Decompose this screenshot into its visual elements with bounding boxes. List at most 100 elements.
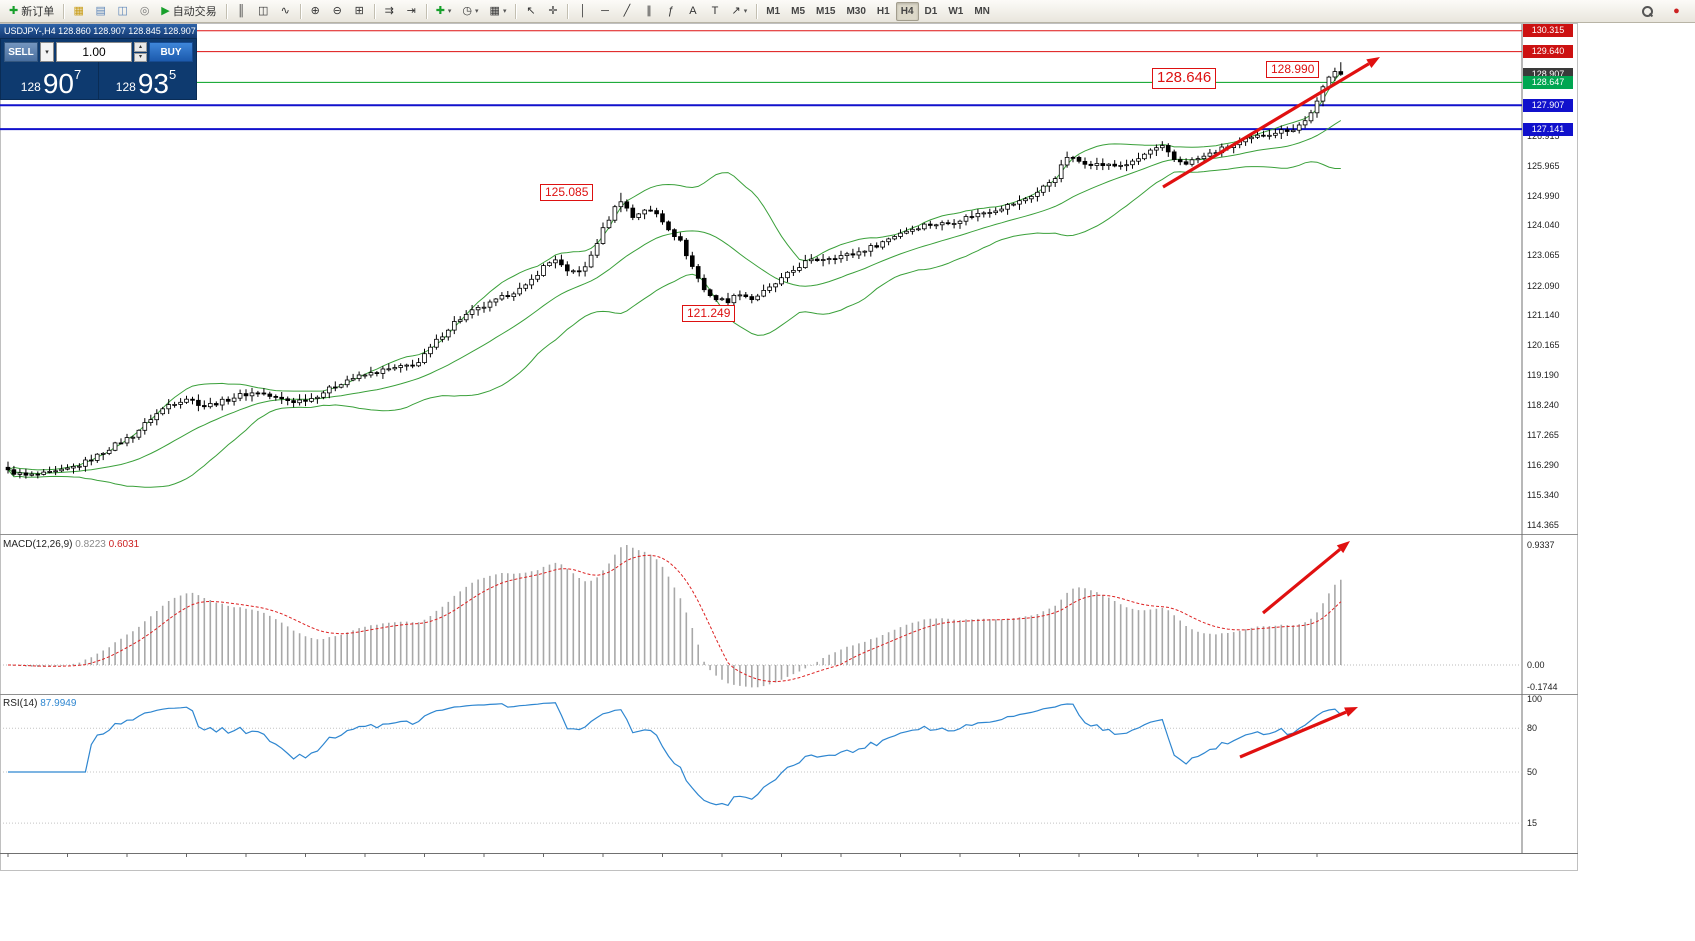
profiles-icon-glyph: ▤ bbox=[95, 4, 106, 17]
timeframe-m1-button[interactable]: M1 bbox=[766, 5, 781, 17]
buy-button[interactable]: BUY bbox=[149, 42, 193, 62]
toolbar-separator bbox=[567, 3, 569, 19]
toolbar-separator bbox=[756, 3, 758, 19]
zoom-out-button-glyph: ⊖ bbox=[332, 4, 342, 17]
auto-trading-button[interactable]: ▶ 自动交易 bbox=[156, 2, 221, 21]
new-chart-icon[interactable]: ▦ bbox=[68, 2, 89, 21]
one-click-trading-panel: SELL ▾ ▴ ▾ BUY 128 90 7 128 93 5 bbox=[0, 38, 197, 100]
toolbar-separator bbox=[299, 3, 301, 19]
toolbar-separator bbox=[63, 3, 65, 19]
crosshair-button-glyph: ✛ bbox=[548, 4, 558, 17]
channel-button[interactable]: ∥ bbox=[638, 2, 659, 21]
timeframe-w1-button[interactable]: W1 bbox=[948, 5, 964, 17]
trendline-button-glyph: ╱ bbox=[623, 4, 631, 17]
chart-shift-button-glyph: ⇥ bbox=[406, 4, 416, 17]
toolbar-separator bbox=[425, 3, 427, 19]
fibonacci-button[interactable]: ƒ bbox=[660, 2, 681, 21]
text-button[interactable]: A bbox=[682, 2, 703, 21]
cursor-button-glyph: ↖ bbox=[526, 4, 536, 17]
crosshair-button[interactable]: ✛ bbox=[542, 2, 563, 21]
alert-icon-glyph: ● bbox=[1673, 5, 1680, 17]
new-chart-icon-glyph: ▦ bbox=[73, 4, 84, 17]
zoom-in-button-glyph: ⊕ bbox=[310, 4, 320, 17]
timeframe-h1-button[interactable]: H1 bbox=[876, 5, 890, 17]
market-watch-icon-glyph: ◫ bbox=[117, 4, 128, 17]
text-label-button[interactable]: T bbox=[704, 2, 725, 21]
toolbar-separator bbox=[225, 3, 227, 19]
text-label-button-glyph: T bbox=[711, 4, 719, 17]
order-type-dropdown[interactable]: ▾ bbox=[40, 42, 54, 62]
timeframe-d1-button[interactable]: D1 bbox=[924, 5, 938, 17]
timeframe-mn-button[interactable]: MN bbox=[974, 5, 990, 17]
timeframe-m15-button[interactable]: M15 bbox=[816, 5, 836, 17]
line-chart-button[interactable]: ∿ bbox=[275, 2, 296, 21]
bid-pip-digit: 7 bbox=[73, 67, 82, 82]
template-button[interactable]: ▦ ▾ bbox=[485, 2, 512, 21]
main-toolbar: ✚ 新订单 ▦ ▤ ◫ ◎ ▶ 自动交易 ║ ◫ ∿ ⊕ ⊖ ⊞ ⇉ ⇥ ✚ ▾ ◷ ▾ ▦ ▾ ↖ ✛ │ ─ ╱ ∥ ƒ A T ↗ ▾ M1… bbox=[0, 0, 1695, 23]
data-window-icon-glyph: ◎ bbox=[139, 4, 150, 17]
time-axis[interactable]: Mar 20229 Mar 20:0011 Mar 04:0014 Mar 12… bbox=[0, 853, 1578, 871]
timeframe-h4-button[interactable]: H4 bbox=[895, 1, 919, 21]
sell-button[interactable]: SELL bbox=[4, 42, 38, 62]
new-order-button-label: 新订单 bbox=[21, 6, 55, 18]
ask-main-digits: 93 bbox=[137, 67, 169, 99]
period-selector-button[interactable]: ◷ ▾ bbox=[457, 2, 483, 21]
tile-windows-button-glyph: ⊞ bbox=[354, 4, 364, 17]
toolbar-separator bbox=[515, 3, 517, 19]
volume-stepper: ▴ ▾ bbox=[134, 42, 147, 62]
horizontal-line-button[interactable]: ─ bbox=[594, 2, 615, 21]
volume-input[interactable] bbox=[56, 42, 132, 62]
caret-down-icon: ▾ bbox=[447, 8, 452, 15]
caret-down-icon: ▾ bbox=[502, 8, 507, 15]
zoom-in-button[interactable]: ⊕ bbox=[305, 2, 326, 21]
timeframe-m30-button[interactable]: M30 bbox=[846, 5, 866, 17]
bid-price[interactable]: 128 90 7 bbox=[4, 62, 99, 99]
vertical-line-button-glyph: │ bbox=[579, 4, 587, 17]
volume-down-button[interactable]: ▾ bbox=[134, 52, 147, 62]
zoom-out-button[interactable]: ⊖ bbox=[327, 2, 348, 21]
magnifier-glyph bbox=[1642, 6, 1653, 17]
profiles-icon[interactable]: ▤ bbox=[90, 2, 111, 21]
caret-down-icon: ▾ bbox=[475, 8, 479, 15]
tile-windows-button[interactable]: ⊞ bbox=[349, 2, 370, 21]
channel-button-glyph: ∥ bbox=[646, 4, 652, 17]
chart-shift-button[interactable]: ⇥ bbox=[401, 2, 422, 21]
candlestick-chart-button-glyph: ◫ bbox=[257, 4, 269, 17]
trade-controls-row: SELL ▾ ▴ ▾ BUY bbox=[4, 42, 193, 62]
add-indicator-button-glyph: ✚ bbox=[435, 4, 445, 17]
bar-chart-button-glyph: ║ bbox=[237, 4, 246, 17]
search-icon[interactable] bbox=[1637, 2, 1658, 21]
vertical-line-button[interactable]: │ bbox=[572, 2, 593, 21]
auto-scroll-button-glyph: ⇉ bbox=[384, 4, 394, 17]
trendline-button[interactable]: ╱ bbox=[616, 2, 637, 21]
ask-price[interactable]: 128 93 5 bbox=[99, 62, 193, 99]
caret-down-icon: ▾ bbox=[743, 8, 748, 15]
toolbar-separator bbox=[373, 3, 375, 19]
arrows-tool-button-glyph: ↗ bbox=[731, 4, 741, 17]
cursor-button[interactable]: ↖ bbox=[520, 2, 541, 21]
timeframe-m5-button[interactable]: M5 bbox=[791, 5, 806, 17]
bar-chart-button[interactable]: ║ bbox=[231, 2, 252, 21]
bid-main-digits: 90 bbox=[42, 67, 74, 99]
add-indicator-button[interactable]: ✚ ▾ bbox=[431, 2, 457, 21]
alert-icon[interactable]: ● bbox=[1666, 2, 1687, 21]
data-window-icon[interactable]: ◎ bbox=[134, 2, 155, 21]
candlestick-chart-button[interactable]: ◫ bbox=[253, 2, 274, 21]
chart-window-title: USDJPY-,H4 128.860 128.907 128.845 128.9… bbox=[0, 24, 197, 38]
bid-prefix: 128 bbox=[20, 80, 41, 94]
quotes-row: 128 90 7 128 93 5 bbox=[4, 62, 193, 99]
new-order-button[interactable]: ✚ 新订单 bbox=[4, 2, 59, 21]
volume-up-button[interactable]: ▴ bbox=[134, 42, 147, 52]
horizontal-line-button-glyph: ─ bbox=[601, 4, 609, 17]
ask-prefix: 128 bbox=[115, 80, 136, 94]
template-button-glyph: ▦ bbox=[489, 4, 500, 17]
arrows-tool-button[interactable]: ↗ ▾ bbox=[726, 2, 752, 21]
text-button-glyph: A bbox=[689, 4, 697, 17]
line-chart-button-glyph: ∿ bbox=[280, 4, 290, 17]
fibonacci-button-glyph: ƒ bbox=[667, 4, 675, 17]
period-selector-button-glyph: ◷ bbox=[462, 4, 473, 17]
auto-scroll-button[interactable]: ⇉ bbox=[379, 2, 400, 21]
market-watch-icon[interactable]: ◫ bbox=[112, 2, 133, 21]
